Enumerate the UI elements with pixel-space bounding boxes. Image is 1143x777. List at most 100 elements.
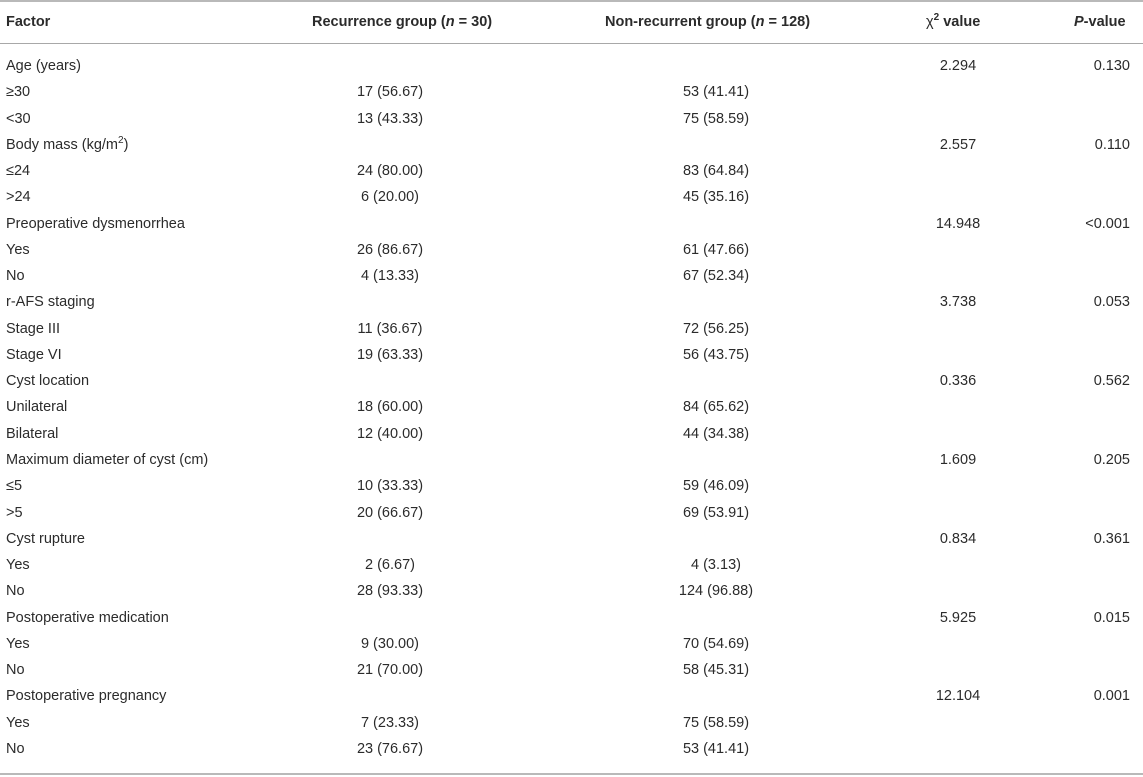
cell-factor: Postoperative medication <box>6 609 169 626</box>
cell-chi-square: 0.336 <box>939 373 977 390</box>
cell-nonrecurrent: 124 (96.88) <box>678 583 754 600</box>
header-recurrence-group: Recurrence group (n = 30) <box>312 14 493 30</box>
cell-recurrence: 7 (23.33) <box>360 714 420 731</box>
cell-chi-square <box>908 106 1008 132</box>
cell-recurrence: 4 (13.33) <box>360 268 420 285</box>
cell-recurrence <box>330 132 450 158</box>
table-row: <30 13 (43.33) 75 (58.59) <box>0 106 1143 132</box>
table-row: ≤5 10 (33.33) 59 (46.09) <box>0 473 1143 499</box>
cell-factor: >5 <box>6 504 23 521</box>
cell-nonrecurrent <box>656 368 776 394</box>
cell-recurrence: 12 (40.00) <box>356 425 424 442</box>
table-row: Yes 2 (6.67) 4 (3.13) <box>0 552 1143 578</box>
table-row: Yes 7 (23.33) 75 (58.59) <box>0 710 1143 736</box>
cell-factor: Maximum diameter of cyst (cm) <box>6 451 209 468</box>
cell-p-value <box>1040 736 1140 762</box>
table-row: Body mass (kg/m2) 2.557 0.110 <box>0 132 1143 158</box>
cell-recurrence: 10 (33.33) <box>356 478 424 495</box>
cell-p-value <box>1040 657 1140 683</box>
cell-chi-square: 14.948 <box>935 215 981 232</box>
cell-chi-square: 2.557 <box>939 136 977 153</box>
table-row: Bilateral 12 (40.00) 44 (34.38) <box>0 421 1143 447</box>
cell-p-value: 0.361 <box>1093 530 1130 547</box>
cell-nonrecurrent: 67 (52.34) <box>682 268 750 285</box>
cell-chi-square: 1.609 <box>939 451 977 468</box>
cell-recurrence: 13 (43.33) <box>356 110 424 127</box>
cell-factor: No <box>6 268 25 285</box>
cell-p-value <box>1040 394 1140 420</box>
cell-chi-square: 12.104 <box>935 688 981 705</box>
cell-recurrence: 24 (80.00) <box>356 163 424 180</box>
table-row: r-AFS staging 3.738 0.053 <box>0 289 1143 315</box>
cell-factor: Yes <box>6 635 30 652</box>
cell-p-value <box>1040 237 1140 263</box>
cell-chi-square <box>908 184 1008 210</box>
cell-chi-square <box>908 421 1008 447</box>
table-bottom-rule <box>0 773 1143 775</box>
cell-recurrence: 20 (66.67) <box>356 504 424 521</box>
cell-factor: No <box>6 740 25 757</box>
cell-nonrecurrent: 84 (65.62) <box>682 399 750 416</box>
cell-nonrecurrent: 69 (53.91) <box>682 504 750 521</box>
header-chi-square-value: χ2 value <box>926 12 981 30</box>
cell-p-value <box>1040 552 1140 578</box>
cell-factor: <30 <box>6 110 31 127</box>
table-header-row: Factor Recurrence group (n = 30) Non-rec… <box>0 2 1143 43</box>
cell-factor: Yes <box>6 714 30 731</box>
cell-factor: No <box>6 583 25 600</box>
cell-recurrence <box>330 447 450 473</box>
cell-p-value: 0.001 <box>1093 688 1130 705</box>
cell-chi-square <box>908 657 1008 683</box>
cell-factor: ≤5 <box>6 478 23 495</box>
table-row: ≥30 17 (56.67) 53 (41.41) <box>0 79 1143 105</box>
cell-p-value: 0.110 <box>1094 136 1130 153</box>
table-row: Postoperative pregnancy 12.104 0.001 <box>0 683 1143 709</box>
cell-chi-square: 3.738 <box>939 294 977 311</box>
cell-nonrecurrent <box>656 211 776 237</box>
cell-recurrence: 9 (30.00) <box>360 635 420 652</box>
cell-recurrence: 17 (56.67) <box>356 84 424 101</box>
cell-chi-square <box>908 736 1008 762</box>
table-row: No 23 (76.67) 53 (41.41) <box>0 736 1143 762</box>
cell-p-value: 0.562 <box>1093 373 1130 390</box>
cell-nonrecurrent: 83 (64.84) <box>682 163 750 180</box>
table-row: Stage III 11 (36.67) 72 (56.25) <box>0 316 1143 342</box>
table-row: Stage VI 19 (63.33) 56 (43.75) <box>0 342 1143 368</box>
cell-factor: No <box>6 662 25 679</box>
cell-chi-square <box>908 394 1008 420</box>
cell-p-value <box>1040 421 1140 447</box>
table-row: No 21 (70.00) 58 (45.31) <box>0 657 1143 683</box>
cell-recurrence <box>330 683 450 709</box>
cell-p-value <box>1040 158 1140 184</box>
table-row: Cyst rupture 0.834 0.361 <box>0 526 1143 552</box>
cell-recurrence <box>330 53 450 79</box>
cell-nonrecurrent: 56 (43.75) <box>682 346 750 363</box>
cell-nonrecurrent: 58 (45.31) <box>682 662 750 679</box>
header-p-value: P-value <box>1074 14 1126 30</box>
cell-chi-square <box>908 710 1008 736</box>
cell-factor: Preoperative dysmenorrhea <box>6 215 185 232</box>
cell-p-value <box>1040 184 1140 210</box>
cell-nonrecurrent: 45 (35.16) <box>682 189 750 206</box>
cell-p-value <box>1040 79 1140 105</box>
table-row: No 4 (13.33) 67 (52.34) <box>0 263 1143 289</box>
cell-factor: Cyst rupture <box>6 530 85 547</box>
table-top-rule <box>0 0 1143 2</box>
table-header-rule <box>0 43 1143 44</box>
cell-factor: r-AFS staging <box>6 294 95 311</box>
cell-chi-square <box>908 578 1008 604</box>
cell-chi-square <box>908 263 1008 289</box>
cell-chi-square <box>908 500 1008 526</box>
cell-recurrence: 2 (6.67) <box>365 557 415 574</box>
cell-nonrecurrent: 53 (41.41) <box>682 740 750 757</box>
cell-nonrecurrent <box>656 289 776 315</box>
cell-p-value: 0.015 <box>1093 609 1130 626</box>
cell-recurrence <box>330 211 450 237</box>
cell-chi-square <box>908 631 1008 657</box>
cell-chi-square <box>908 316 1008 342</box>
cell-recurrence <box>330 368 450 394</box>
cell-nonrecurrent <box>656 53 776 79</box>
cell-p-value <box>1040 263 1140 289</box>
cell-nonrecurrent <box>656 132 776 158</box>
cell-nonrecurrent <box>656 526 776 552</box>
